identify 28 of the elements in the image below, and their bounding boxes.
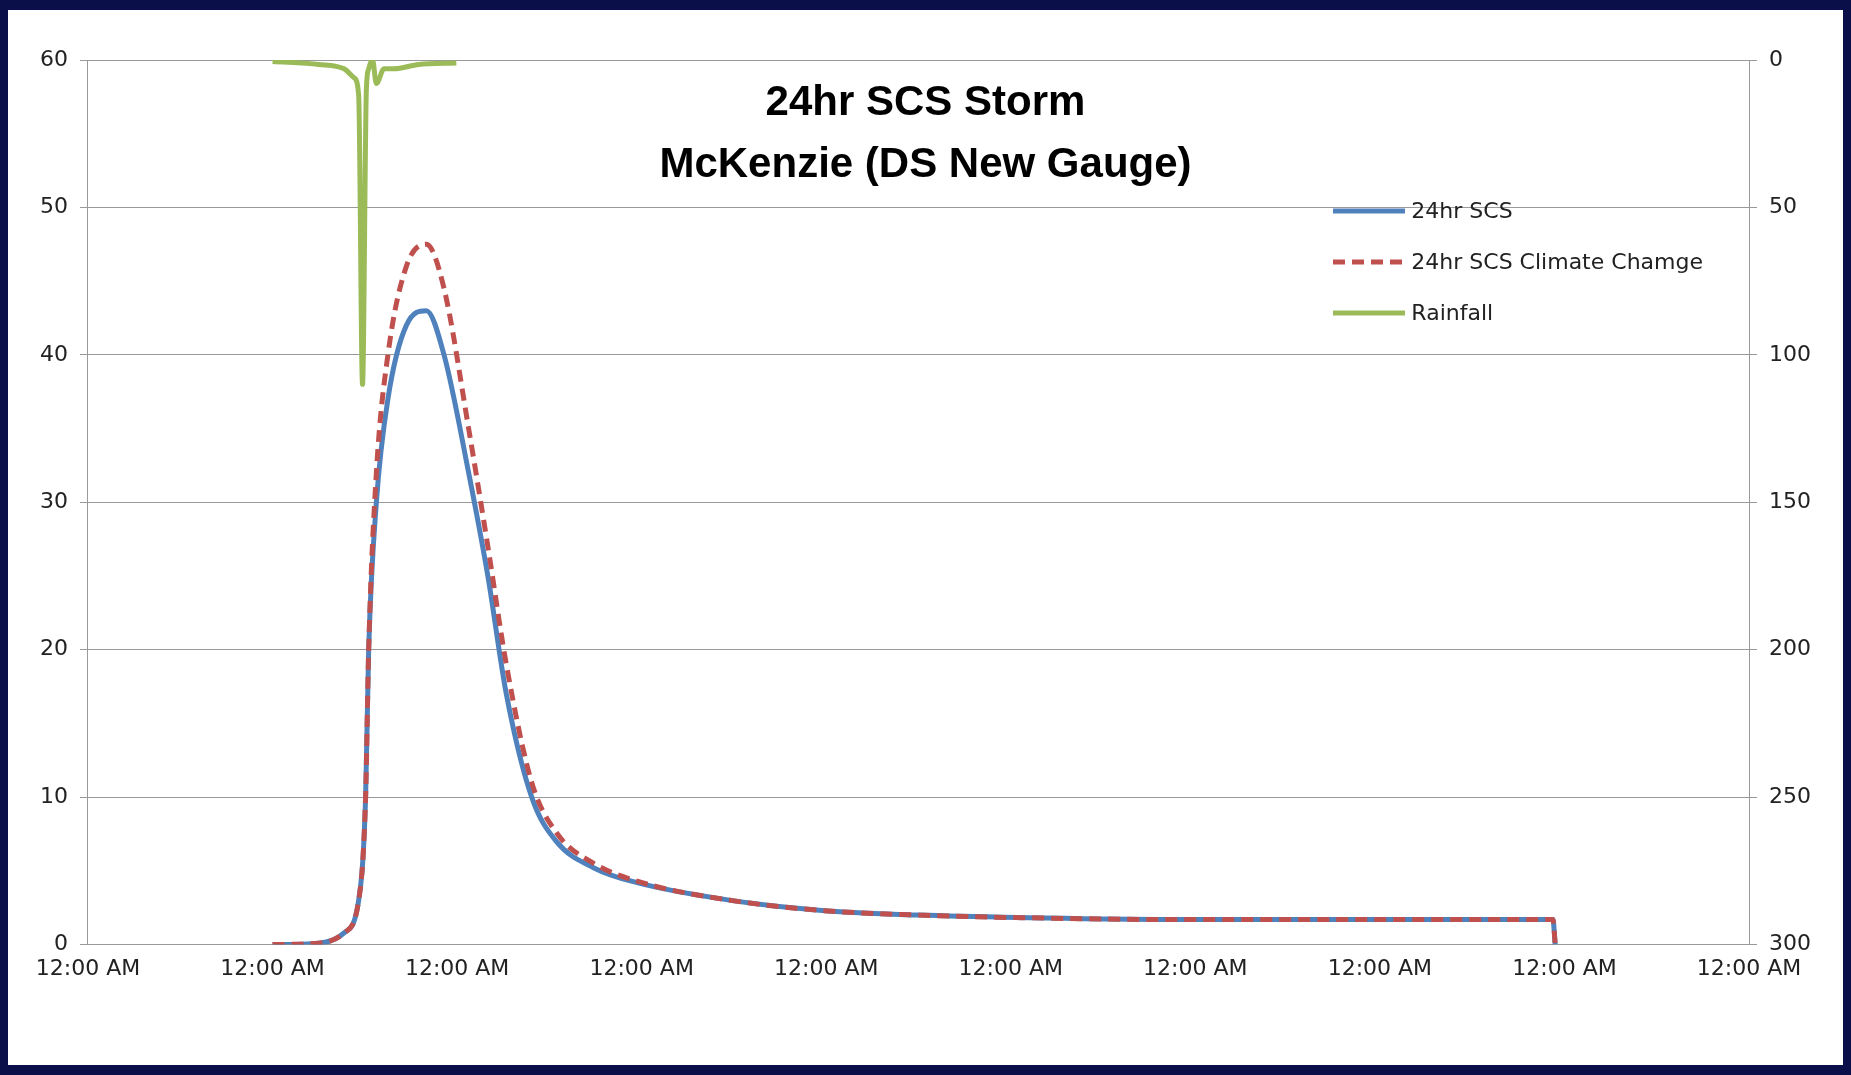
x-tick-label: 12:00 AM <box>589 954 694 980</box>
legend-label: 24hr SCS <box>1411 198 1513 223</box>
legend-label: 24hr SCS Climate Chamge <box>1411 249 1703 274</box>
x-tick-label: 12:00 AM <box>1696 954 1802 980</box>
x-tick-label: 12:00 AM <box>1327 954 1433 980</box>
y2-tick-label: 100 <box>1769 340 1812 366</box>
y-tick-label: 40 <box>39 340 68 366</box>
y2-tick-label: 0 <box>1769 45 1784 71</box>
y2-tick-label: 250 <box>1769 782 1812 808</box>
y-tick-label: 50 <box>39 193 68 219</box>
x-tick-label: 12:00 AM <box>1143 954 1248 980</box>
y-tick-label: 10 <box>39 782 68 808</box>
x-tick-label: 12:00 AM <box>958 954 1063 980</box>
y2-tick-label: 300 <box>1769 930 1812 956</box>
legend-label: Rainfall <box>1411 300 1494 325</box>
x-tick-label: 12:00 AM <box>220 954 325 980</box>
x-tick-label: 12:00 AM <box>35 954 141 980</box>
y-tick-label: 20 <box>39 635 68 661</box>
y-tick-label: 60 <box>39 45 68 71</box>
y-tick-label: 30 <box>39 488 68 514</box>
y2-tick-label: 50 <box>1769 193 1798 219</box>
y2-tick-label: 150 <box>1769 488 1812 514</box>
x-tick-label: 12:00 AM <box>774 954 879 980</box>
x-tick-label: 12:00 AM <box>1512 954 1617 980</box>
x-tick-label: 12:00 AM <box>404 954 510 980</box>
y2-tick-label: 200 <box>1769 635 1812 661</box>
y-tick-label: 0 <box>53 930 68 956</box>
text: 24hr SCS Storm McKenzie (DS New Gauge) <box>658 76 1193 188</box>
